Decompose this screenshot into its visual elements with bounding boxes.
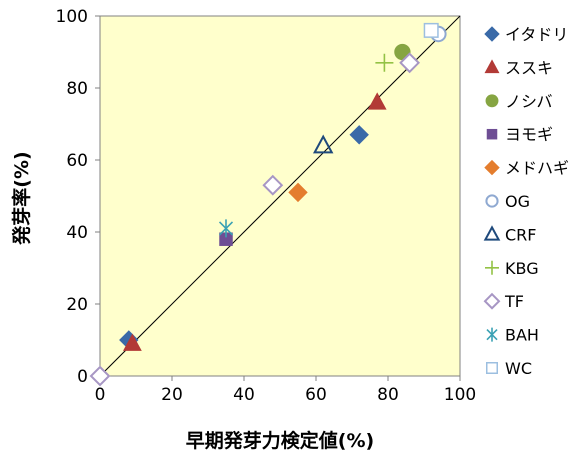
y-tick-label: 40 <box>66 223 88 243</box>
data-point <box>262 174 284 196</box>
legend-marker <box>485 194 499 208</box>
legend-marker <box>483 225 501 241</box>
legend-label: OG <box>505 192 530 211</box>
legend-marker <box>486 128 498 140</box>
data-point <box>367 92 387 110</box>
data-point <box>349 125 369 145</box>
reference-line <box>99 15 461 377</box>
legend-marker <box>483 292 501 310</box>
legend-label: ススキ <box>505 58 553 77</box>
y-tick-label: 20 <box>66 295 88 315</box>
data-points <box>89 22 447 387</box>
x-axis-title: 早期発芽力検定値(%) <box>186 429 374 452</box>
legend-label: ヨモギ <box>505 125 553 144</box>
data-point <box>89 365 111 387</box>
axes: 0 20 40 60 80 100 0 20 40 60 80 100 <box>56 7 477 405</box>
legend-marker <box>486 327 498 342</box>
legend-label: CRF <box>505 225 537 244</box>
data-point <box>312 134 334 154</box>
y-tick-label: 60 <box>66 151 88 171</box>
y-axis-title: 発芽率(%) <box>10 151 33 245</box>
data-point <box>375 53 394 72</box>
legend-marker <box>484 159 500 176</box>
legend-marker <box>484 59 500 74</box>
legend-marker <box>484 26 500 42</box>
legend-label: TF <box>504 292 524 311</box>
legend-marker <box>485 260 499 275</box>
y-tick-label: 100 <box>56 7 88 27</box>
data-point <box>219 232 233 246</box>
x-tick-label: 80 <box>377 385 399 405</box>
legend-marker <box>485 94 499 108</box>
legend-marker <box>486 362 498 374</box>
legend-label: WC <box>505 359 532 378</box>
legend-label: イタドリ <box>505 25 568 44</box>
data-point <box>399 52 421 74</box>
x-tick-label: 60 <box>305 385 327 405</box>
data-point <box>423 22 439 38</box>
data-point <box>218 219 234 238</box>
x-tick-label: 100 <box>444 385 476 405</box>
x-tick-label: 0 <box>95 385 106 405</box>
legend-label: BAH <box>505 326 539 345</box>
x-tick-label: 20 <box>161 385 183 405</box>
y-tick-label: 0 <box>77 367 88 387</box>
legend-label: KBG <box>505 259 539 278</box>
data-point <box>288 182 308 203</box>
y-tick-label: 80 <box>66 79 88 99</box>
data-point <box>123 333 142 351</box>
x-tick-label: 40 <box>233 385 255 405</box>
legend-label: メドハギ <box>505 159 569 178</box>
legend-label: ノシバ <box>505 92 553 111</box>
